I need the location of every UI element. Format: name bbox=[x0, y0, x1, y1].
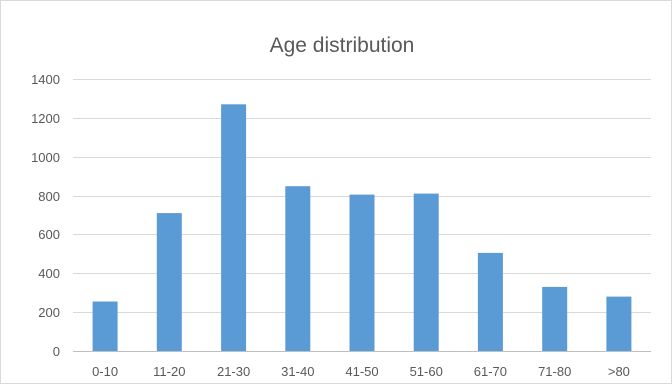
x-tick-label: 61-70 bbox=[474, 364, 507, 379]
x-tick-label: 41-50 bbox=[345, 364, 378, 379]
y-tick-label: 800 bbox=[38, 189, 60, 204]
y-tick-label: 200 bbox=[38, 305, 60, 320]
x-tick-label: 71-80 bbox=[538, 364, 571, 379]
y-tick-label: 600 bbox=[38, 227, 60, 242]
y-tick-label: 400 bbox=[38, 266, 60, 281]
y-tick-label: 0 bbox=[53, 344, 60, 359]
x-tick-label: 0-10 bbox=[92, 364, 118, 379]
x-tick-label: 21-30 bbox=[217, 364, 250, 379]
bar-0-10 bbox=[92, 301, 118, 351]
chart-title: Age distribution bbox=[270, 34, 415, 57]
bar-21-30 bbox=[221, 104, 247, 351]
bars bbox=[92, 104, 632, 351]
bar->80 bbox=[606, 296, 632, 351]
y-axis-tick-labels: 0 200 400 600 800 1000 1200 1400 bbox=[31, 72, 60, 359]
y-tick-label: 1200 bbox=[31, 111, 60, 126]
bar-11-20 bbox=[156, 213, 182, 351]
y-tick-label: 1400 bbox=[31, 72, 60, 87]
bar-51-60 bbox=[413, 193, 439, 351]
bar-61-70 bbox=[477, 252, 503, 351]
x-tick-label: >80 bbox=[608, 364, 630, 379]
x-tick-label: 51-60 bbox=[410, 364, 443, 379]
y-tick-label: 1000 bbox=[31, 150, 60, 165]
x-tick-label: 11-20 bbox=[153, 364, 185, 379]
bar-31-40 bbox=[285, 186, 311, 351]
x-tick-label: 31-40 bbox=[281, 364, 314, 379]
bar-71-80 bbox=[542, 286, 568, 351]
x-axis-tick-labels: 0-10 11-20 21-30 31-40 41-50 51-60 61-70 71-80 >… bbox=[92, 364, 630, 379]
bar-41-50 bbox=[349, 194, 375, 351]
